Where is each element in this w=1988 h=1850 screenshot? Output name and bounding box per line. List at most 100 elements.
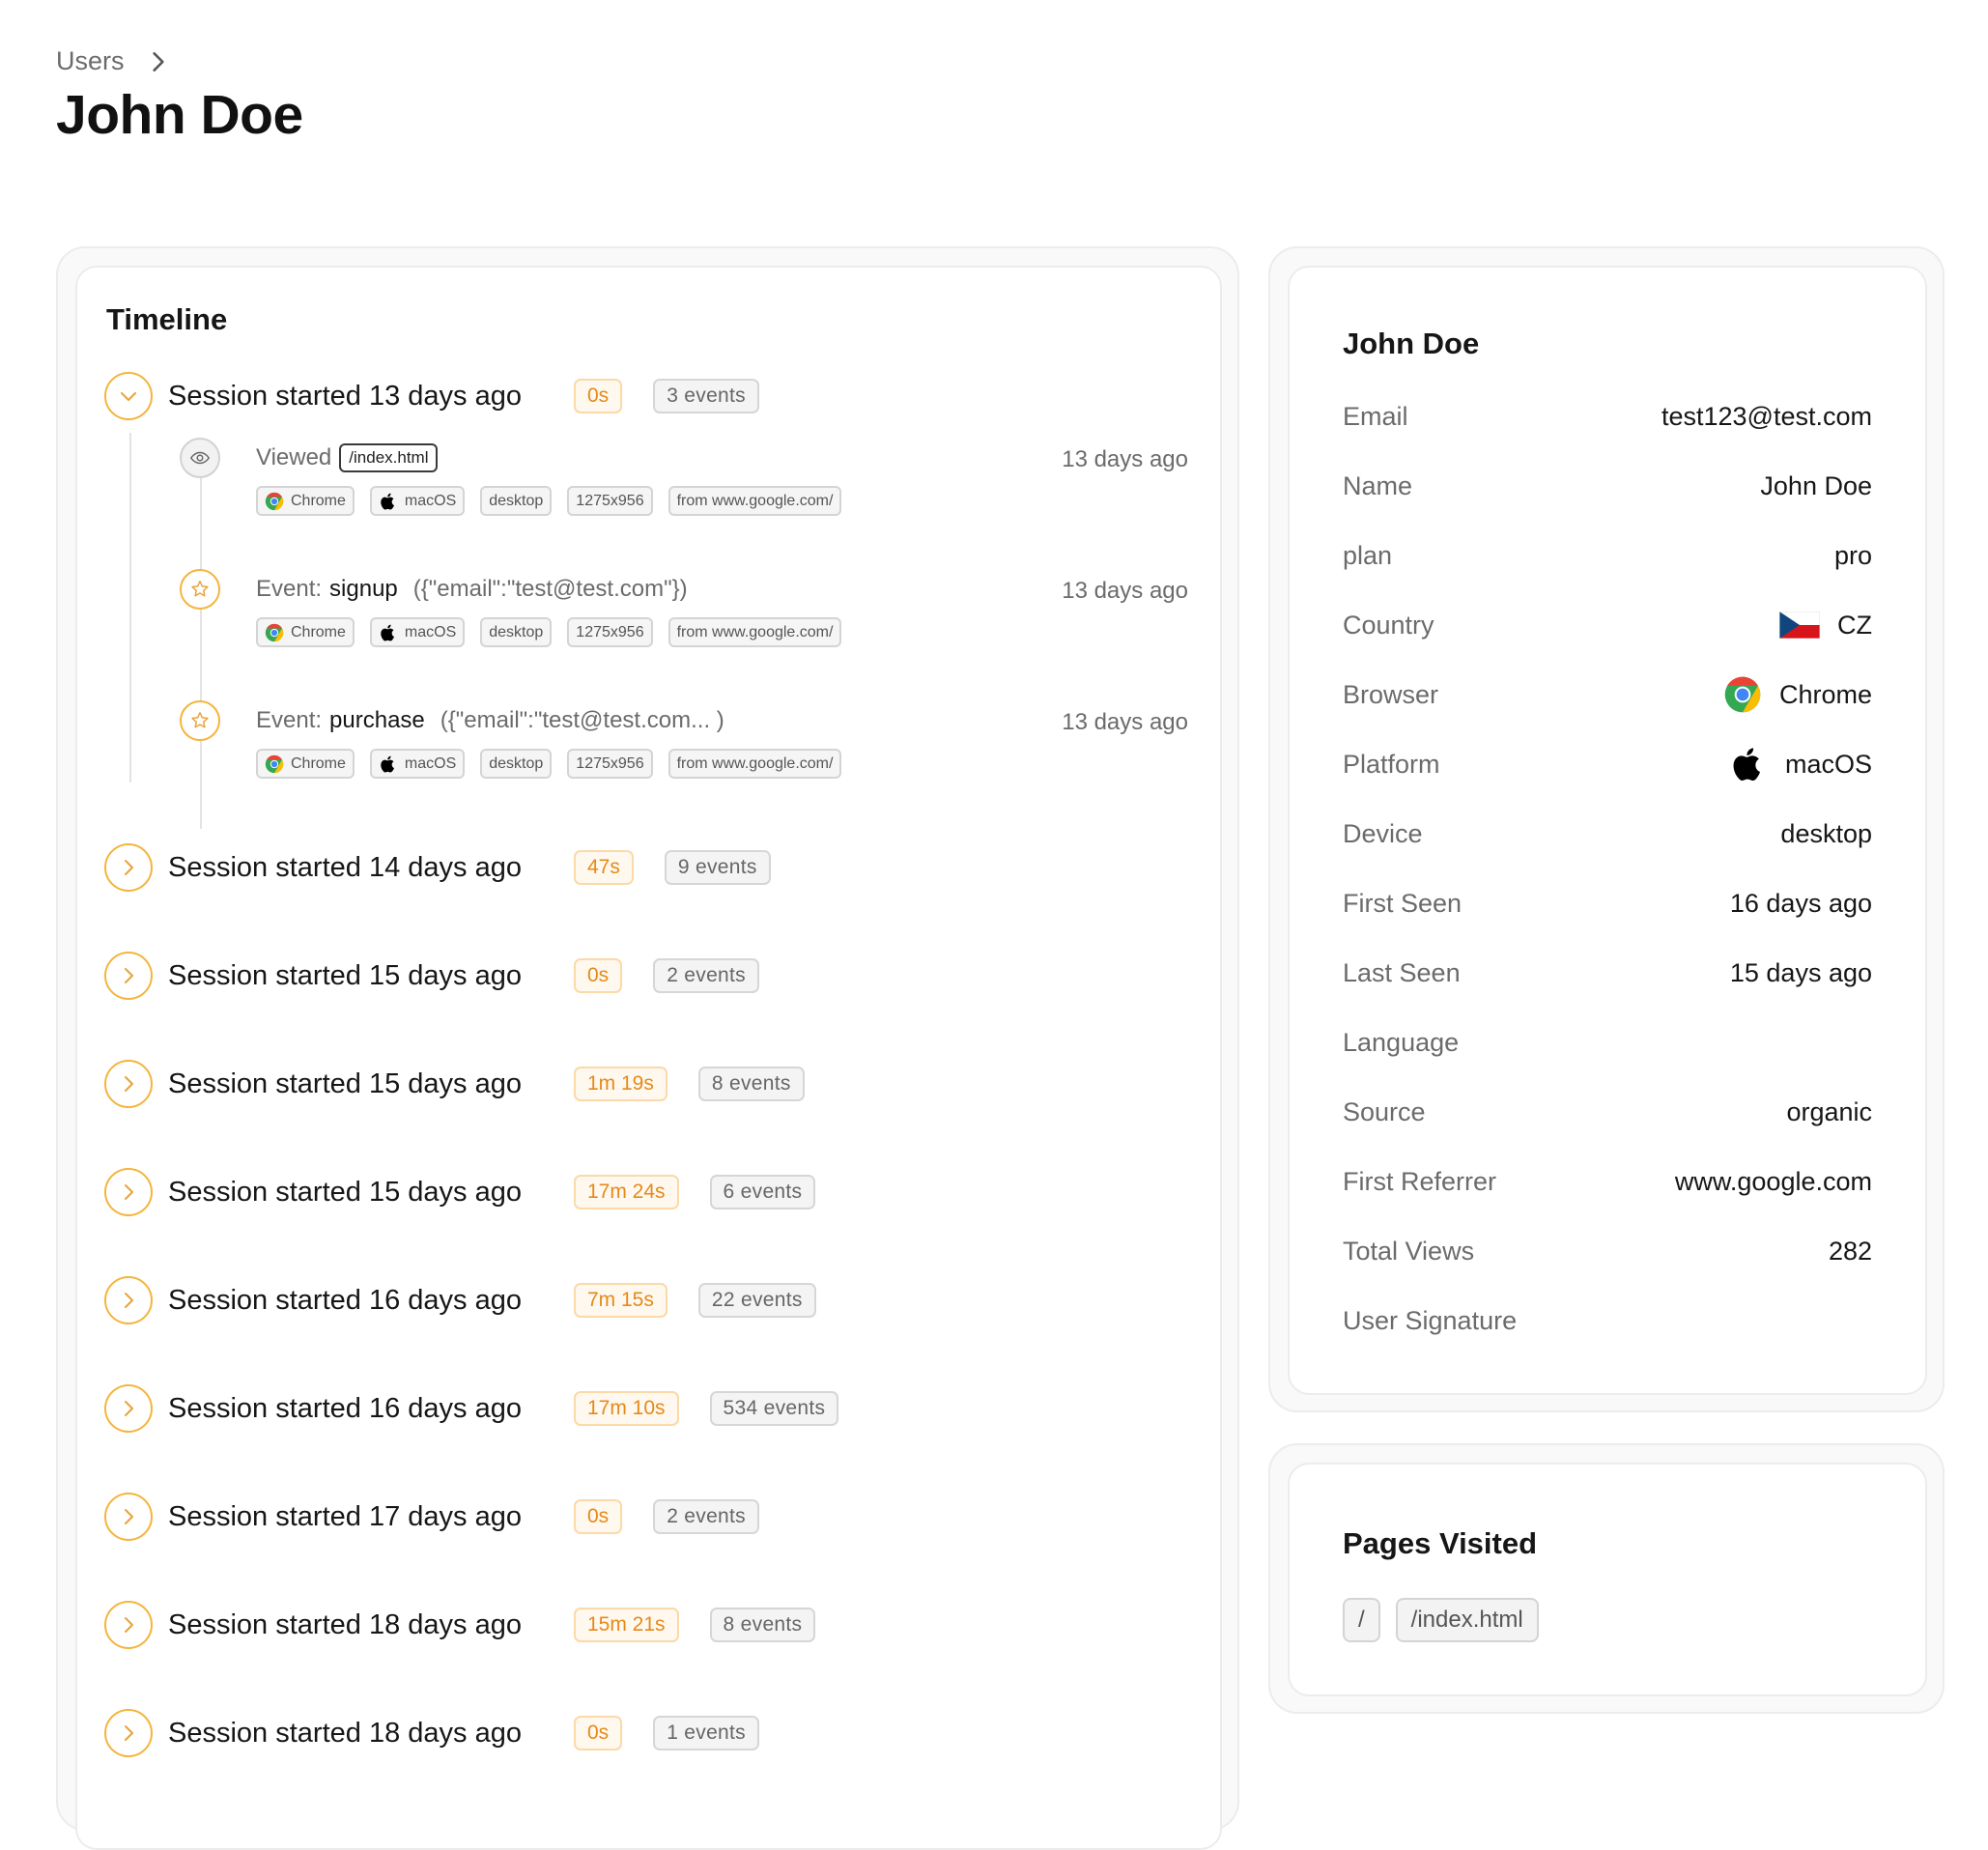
profile-row-user-signature: User Signature — [1343, 1305, 1518, 1335]
profile-row-plan: plan pro — [1343, 540, 1872, 570]
profile-row-device: Device desktop — [1343, 818, 1872, 848]
czech-flag-icon — [1779, 612, 1820, 639]
apple-icon — [381, 755, 394, 772]
chevron-right-icon[interactable] — [104, 1384, 153, 1433]
chevron-right-icon[interactable] — [104, 1601, 153, 1649]
eye-icon — [180, 438, 220, 478]
session-label: Session started 16 days ago — [168, 1284, 522, 1316]
session-duration-badge: 0s — [574, 958, 623, 993]
chevron-right-icon[interactable] — [104, 1060, 153, 1108]
session-events-badge: 534 events — [709, 1391, 839, 1426]
session-events-badge: 8 events — [697, 1067, 805, 1101]
referrer-tag: from www.google.com/ — [667, 749, 842, 779]
session-duration-badge: 0s — [574, 1499, 623, 1534]
chrome-icon — [265, 623, 284, 641]
timeline-card — [75, 266, 1222, 1850]
platform-tag: macOS — [369, 749, 466, 779]
profile-row-language: Language — [1343, 1027, 1460, 1057]
profile-row-email: Email test123@test.com — [1343, 401, 1872, 431]
event-prefix: Viewed — [256, 444, 332, 470]
page-tag[interactable]: /index.html — [1395, 1598, 1539, 1642]
chevron-right-icon[interactable] — [104, 1709, 153, 1757]
timeline-panel — [56, 246, 1239, 1850]
profile-row-source: Source organic — [1343, 1096, 1872, 1126]
session-duration-badge: 47s — [574, 850, 634, 885]
breadcrumb: Users — [56, 46, 171, 76]
session-label: Session started 15 days ago — [168, 1067, 522, 1099]
resolution-tag: 1275x956 — [567, 617, 653, 647]
pages-visited-panel — [1268, 1443, 1945, 1714]
session-events-badge: 9 events — [664, 850, 771, 885]
session-row[interactable]: Session started 18 days ago 0s 1 events — [104, 1707, 759, 1759]
breadcrumb-users-link[interactable]: Users — [56, 46, 125, 75]
timeline-title: Timeline — [106, 302, 228, 336]
event-name: signup — [329, 576, 398, 602]
chevron-right-icon[interactable] — [104, 1168, 153, 1216]
chevron-right-icon[interactable] — [104, 1493, 153, 1541]
session-duration-badge: 15m 21s — [574, 1608, 679, 1642]
profile-panel — [1268, 246, 1945, 1412]
page-tag[interactable]: / — [1343, 1598, 1380, 1642]
session-row[interactable]: Session started 13 days ago 0s 3 events — [104, 370, 759, 422]
device-tag: desktop — [480, 486, 553, 516]
session-duration-badge: 1m 19s — [574, 1067, 667, 1101]
event-path-tag[interactable]: /index.html — [339, 443, 439, 472]
chrome-icon — [265, 492, 284, 510]
pages-visited-list: / /index.html — [1343, 1598, 1539, 1642]
platform-tag: macOS — [369, 486, 466, 516]
event-payload: ({"email":"test@test.com"}) — [412, 576, 688, 602]
session-duration-badge: 0s — [574, 379, 623, 413]
platform-tag: macOS — [369, 617, 466, 647]
browser-tag: Chrome — [256, 486, 355, 516]
profile-row-last-seen: Last Seen 15 days ago — [1343, 957, 1872, 987]
event-tags: Chrome macOS desktop 1275x956 from www.g… — [256, 486, 842, 516]
session-events-badge: 2 events — [653, 1499, 759, 1534]
chevron-right-icon — [152, 51, 164, 71]
session-duration-badge: 17m 10s — [574, 1391, 679, 1426]
event-guide-line — [200, 458, 202, 829]
chevron-down-icon[interactable] — [104, 372, 153, 420]
event-tags: Chrome macOS desktop 1275x956 from www.g… — [256, 617, 842, 647]
event-time: 13 days ago — [1062, 578, 1188, 604]
session-duration-badge: 17m 24s — [574, 1175, 679, 1210]
profile-row-first-seen: First Seen 16 days ago — [1343, 888, 1872, 918]
session-row[interactable]: Session started 15 days ago 0s 2 events — [104, 950, 759, 1002]
session-guide-line — [129, 433, 131, 783]
session-label: Session started 13 days ago — [168, 380, 522, 412]
session-label: Session started 16 days ago — [168, 1392, 522, 1424]
chevron-right-icon[interactable] — [104, 1276, 153, 1324]
chevron-right-icon[interactable] — [104, 843, 153, 892]
resolution-tag: 1275x956 — [567, 749, 653, 779]
session-row[interactable]: Session started 14 days ago 47s 9 events — [104, 841, 771, 894]
resolution-tag: 1275x956 — [567, 486, 653, 516]
session-events-badge: 1 events — [653, 1716, 759, 1750]
device-tag: desktop — [480, 749, 553, 779]
referrer-tag: from www.google.com/ — [667, 617, 842, 647]
session-label: Session started 17 days ago — [168, 1500, 522, 1532]
chrome-icon — [265, 754, 284, 773]
profile-row-country: Country CZ — [1343, 610, 1872, 640]
session-events-badge: 3 events — [653, 379, 759, 413]
event-tags: Chrome macOS desktop 1275x956 from www.g… — [256, 749, 842, 779]
profile-name: John Doe — [1343, 327, 1480, 360]
apple-icon — [1733, 748, 1760, 781]
session-row[interactable]: Session started 15 days ago 1m 19s 8 eve… — [104, 1058, 805, 1110]
chevron-right-icon[interactable] — [104, 952, 153, 1000]
browser-tag: Chrome — [256, 617, 355, 647]
profile-row-browser: Browser Chrome — [1343, 675, 1872, 714]
pages-visited-title: Pages Visited — [1343, 1526, 1538, 1560]
session-row[interactable]: Session started 18 days ago 15m 21s 8 ev… — [104, 1599, 816, 1651]
session-row[interactable]: Session started 16 days ago 17m 10s 534 … — [104, 1382, 839, 1435]
session-row[interactable]: Session started 16 days ago 7m 15s 22 ev… — [104, 1274, 816, 1326]
browser-tag: Chrome — [256, 749, 355, 779]
session-row[interactable]: Session started 15 days ago 17m 24s 6 ev… — [104, 1166, 816, 1218]
session-label: Session started 18 days ago — [168, 1608, 522, 1640]
session-label: Session started 15 days ago — [168, 1176, 522, 1208]
profile-row-total-views: Total Views 282 — [1343, 1236, 1872, 1266]
device-tag: desktop — [480, 617, 553, 647]
event-prefix: Event: — [256, 576, 323, 602]
profile-row-first-referrer: First Referrer www.google.com — [1343, 1166, 1872, 1196]
session-duration-badge: 0s — [574, 1716, 623, 1750]
profile-card — [1288, 266, 1927, 1395]
session-row[interactable]: Session started 17 days ago 0s 2 events — [104, 1491, 759, 1543]
